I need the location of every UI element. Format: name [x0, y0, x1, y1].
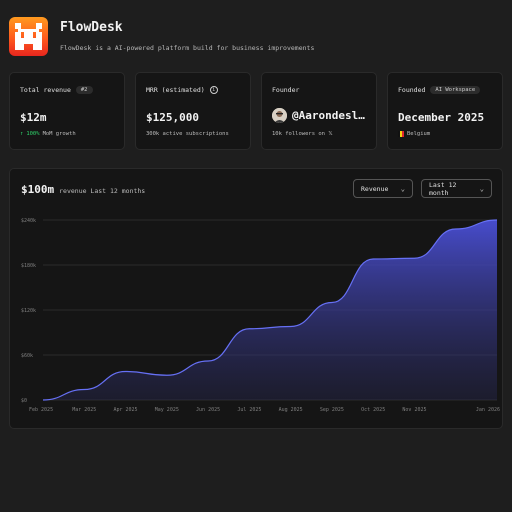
page-title: FlowDesk — [60, 20, 123, 35]
card-founder[interactable]: Founder @Aarondesl… 10k followers on 𝕏 — [261, 72, 377, 150]
belgium-flag-icon — [398, 131, 404, 137]
x-tick-label: May 2025 — [155, 407, 179, 413]
revenue-total: $100m — [21, 183, 55, 196]
revenue-value: $12m — [20, 111, 47, 124]
x-tick-label: Jul 2025 — [237, 407, 261, 413]
card-founded[interactable]: Founded AI Workspace December 2025 Belgi… — [387, 72, 503, 150]
metric-select-value: Revenue — [361, 184, 389, 193]
x-tick-label: Feb 2025 — [29, 407, 53, 413]
x-tick-label: Nov 2025 — [402, 407, 426, 413]
category-badge: AI Workspace — [430, 85, 481, 94]
rank-badge: #2 — [75, 85, 93, 94]
card-label: MRR (estimated) — [146, 85, 205, 94]
card-label: Total revenue — [20, 85, 71, 94]
card-total-revenue[interactable]: Total revenue #2 $12m ↑ 100% MoM growth — [9, 72, 125, 150]
x-tick-label: Mar 2025 — [72, 407, 96, 413]
growth-percent: 100% — [26, 131, 40, 137]
arrow-up-icon: ↑ — [20, 131, 24, 137]
y-tick-label: $180k — [21, 263, 36, 269]
x-tick-label: Oct 2025 — [361, 407, 385, 413]
chevron-down-icon: ⌄ — [479, 184, 484, 193]
x-tick-label: Apr 2025 — [113, 407, 137, 413]
revenue-area — [43, 220, 497, 400]
founder-handle[interactable]: @Aarondesl… — [292, 109, 365, 122]
growth-text: MoM growth — [42, 131, 76, 137]
card-label: Founded — [398, 85, 426, 94]
x-tick-label: Aug 2025 — [279, 407, 303, 413]
country: Belgium — [407, 131, 431, 137]
y-tick-label: $0 — [21, 398, 27, 404]
founded-value: December 2025 — [398, 111, 485, 124]
pixel-logo-icon — [15, 22, 42, 50]
x-tick-label: Jun 2025 — [196, 407, 220, 413]
page-subtitle: FlowDesk is a AI-powered platform build … — [60, 44, 315, 52]
mrr-value: $125,000 — [146, 111, 199, 124]
y-tick-label: $60k — [21, 353, 33, 359]
avatar[interactable] — [272, 108, 287, 123]
metric-select[interactable]: Revenue ⌄ — [353, 179, 413, 198]
revenue-chart: $0 $60k $120k $180k $240k Feb 2025 Mar 2025 Ap… — [21, 218, 500, 413]
revenue-line — [42, 219, 498, 401]
revenue-panel: $100m revenue Last 12 months Revenue ⌄ L… — [9, 168, 503, 429]
app-logo — [9, 16, 48, 56]
x-tick-label: Jan 2026 — [476, 407, 500, 413]
app-header: FlowDesk FlowDesk is a AI-powered platfo… — [9, 15, 314, 57]
x-tick-label: Sep 2025 — [320, 407, 344, 413]
stat-cards: Total revenue #2 $12m ↑ 100% MoM growth … — [9, 72, 503, 150]
range-select-value: Last 12 month — [429, 180, 457, 197]
card-mrr[interactable]: MRR (estimated) i $125,000 300k active s… — [135, 72, 251, 150]
info-icon[interactable]: i — [209, 85, 218, 94]
revenue-subtitle: revenue Last 12 months — [59, 187, 146, 195]
y-tick-label: $120k — [21, 308, 36, 314]
card-label: Founder — [272, 85, 300, 94]
chevron-down-icon: ⌄ — [400, 184, 405, 193]
founder-followers: 10k followers on 𝕏 — [272, 131, 333, 137]
range-select[interactable]: Last 12 month ⌄ — [421, 179, 492, 198]
mrr-sub: 300k active subscriptions — [146, 131, 229, 137]
avatar-icon — [272, 108, 287, 123]
y-tick-label: $240k — [21, 218, 36, 224]
